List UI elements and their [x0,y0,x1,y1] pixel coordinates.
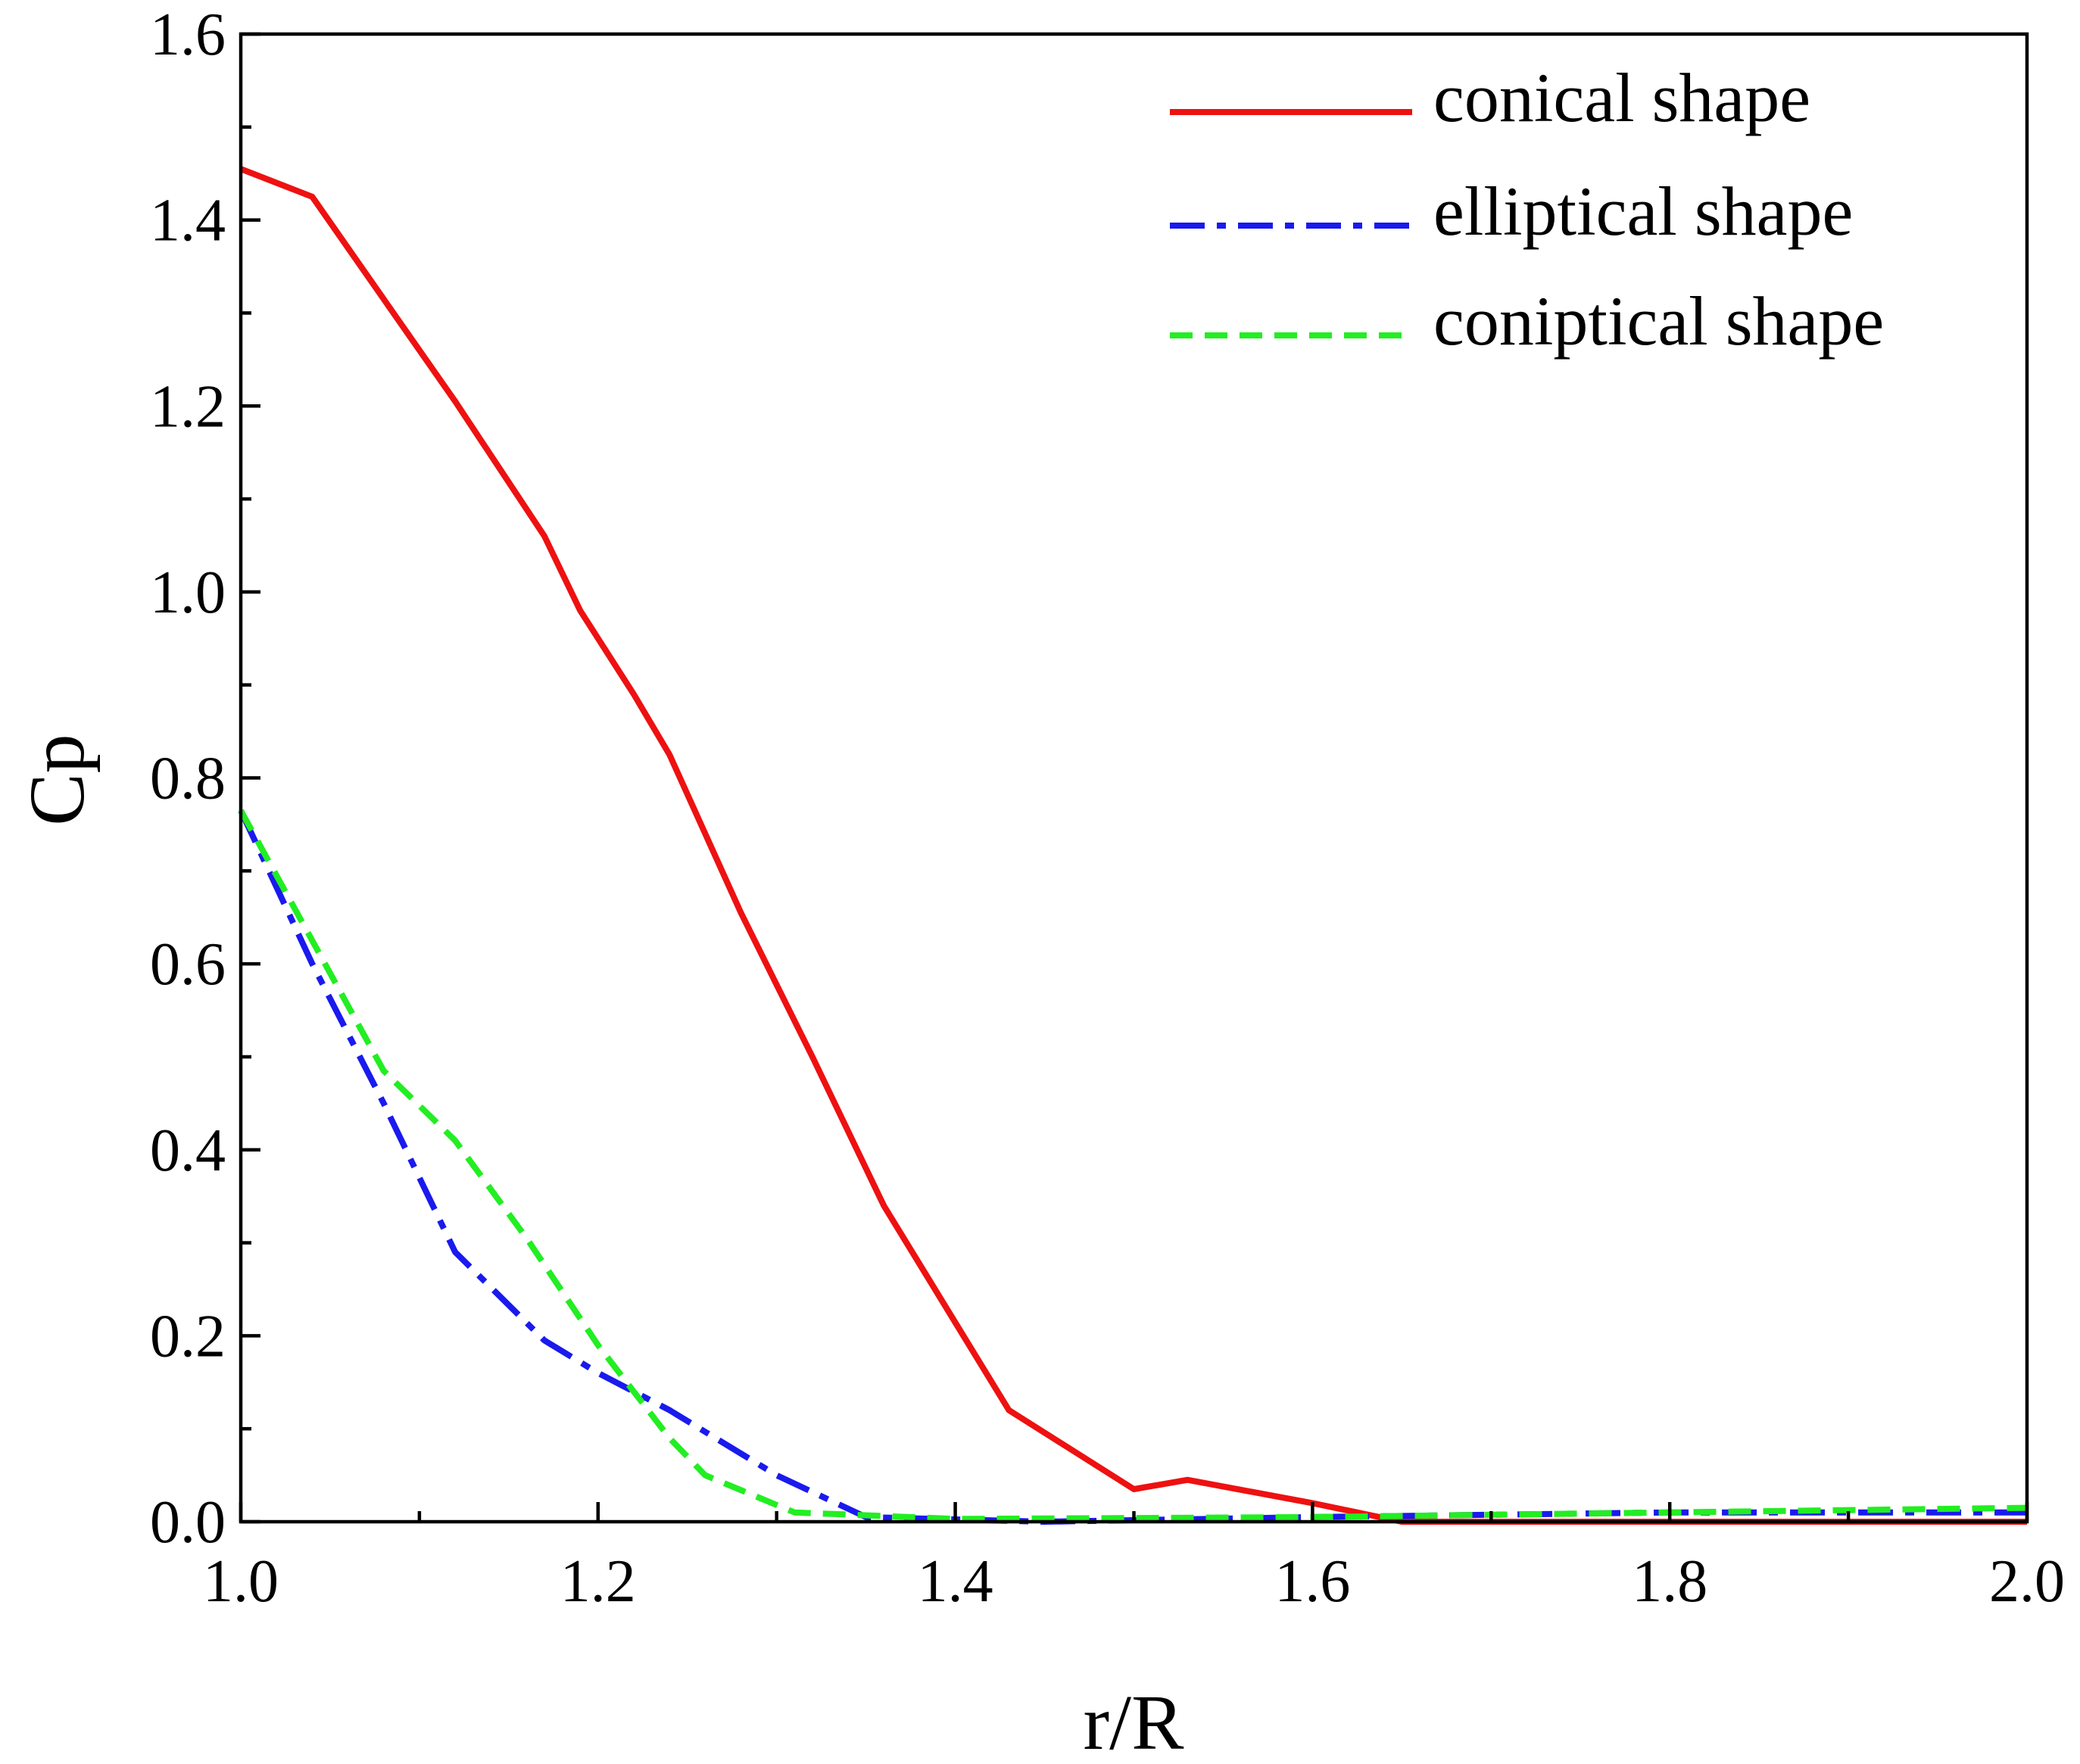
y-tick-label: 0.0 [150,1489,226,1556]
y-tick-label: 0.8 [150,746,226,812]
y-tick-label: 0.4 [150,1117,226,1184]
y-tick-label: 1.0 [150,559,226,626]
x-tick-label: 1.6 [1274,1548,1350,1615]
legend-label-elliptical-shape: elliptical shape [1433,173,1853,250]
x-tick-label: 1.4 [918,1548,993,1615]
y-tick-label: 1.6 [150,2,226,68]
y-axis-label: Cp [14,734,101,825]
legend-label-conical-shape: conical shape [1433,59,1810,136]
x-tick-label: 1.8 [1632,1548,1707,1615]
x-tick-label: 2.0 [1989,1548,2065,1615]
legend: conical shape elliptical shape coniptica… [1170,59,1884,360]
tick-layer: 1.0 1.2 1.4 1.6 1.8 2.0 0.0 0.2 0.4 0.6 0.8 1.0 1.2 1… [150,2,2065,1615]
legend-label-coniptical-shape: coniptical shape [1433,282,1884,360]
series-line-coniptical-shape [238,809,2028,1522]
x-tick-label: 1.2 [560,1548,636,1615]
x-tick-label: 1.0 [203,1548,279,1615]
y-tick-label: 0.2 [150,1303,226,1370]
plot-frame [239,32,2029,1524]
y-tick-label: 1.2 [150,373,226,440]
series-layer [238,166,2028,1525]
series-line-elliptical-shape [238,809,2027,1525]
y-tick-label: 0.6 [150,931,226,998]
x-axis-label: r/R [1084,1679,1185,1764]
series-line-conical-shape [239,166,2027,1525]
y-tick-label: 1.4 [150,188,226,254]
